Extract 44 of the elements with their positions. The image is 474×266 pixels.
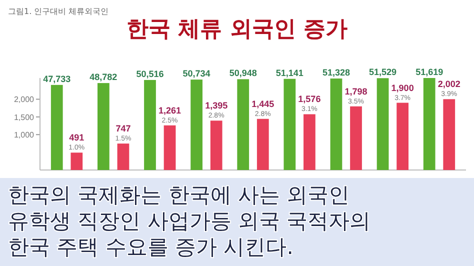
- data-label: 1,798: [344, 86, 368, 96]
- data-label: 50,516: [136, 68, 164, 79]
- data-label: 47,733: [43, 74, 71, 84]
- bar: [284, 78, 296, 170]
- bar: [98, 83, 110, 170]
- bar: [330, 78, 342, 170]
- data-label: 50,948: [229, 68, 257, 78]
- text: 유학생 직장인 사업가등 외국 국적자의: [8, 209, 371, 233]
- bar: [256, 118, 269, 170]
- data-label: 51,529: [369, 67, 397, 78]
- bar: [350, 106, 362, 170]
- text: 한국 주택 수요를 증가 시킨다.: [8, 235, 294, 259]
- data-label: 51,141: [276, 68, 304, 78]
- bar: [443, 99, 456, 170]
- data-label: 50,734: [182, 68, 210, 79]
- data-label: 491: [69, 132, 84, 143]
- bar: [117, 144, 130, 170]
- chart-subtitle: 그림1. 인구대비 체류외국인: [8, 7, 109, 16]
- bar: [396, 102, 408, 170]
- bar: [237, 79, 250, 170]
- bar: [190, 80, 202, 170]
- data-label: 1,900: [391, 82, 414, 93]
- bar: [304, 114, 316, 170]
- text: 한국의 국제화는 한국에 사는 외국인: [8, 183, 350, 207]
- data-label: 2,002: [438, 79, 460, 90]
- bar: [50, 84, 63, 170]
- data-label: 1,445: [252, 98, 274, 109]
- data-label: 1,261: [158, 105, 182, 116]
- data-label: 1,395: [205, 100, 228, 111]
- data-label: 1,576: [298, 94, 321, 104]
- bar: [70, 152, 83, 170]
- chart-title: 한국 체류 외국인 증가: [126, 16, 348, 42]
- y-tick-label: 1,000: [14, 130, 35, 140]
- y-tick-label: 1,500: [14, 112, 35, 122]
- bar: [210, 120, 222, 170]
- data-label: 48,782: [90, 72, 118, 82]
- data-label: 747: [116, 124, 131, 134]
- bar: [423, 78, 436, 170]
- y-tick-label: 2,000: [14, 95, 35, 104]
- data-label: 51,619: [416, 67, 444, 77]
- bar: [144, 80, 156, 170]
- bar: [376, 78, 389, 170]
- bar: [164, 125, 176, 170]
- data-label: 51,328: [322, 68, 350, 78]
